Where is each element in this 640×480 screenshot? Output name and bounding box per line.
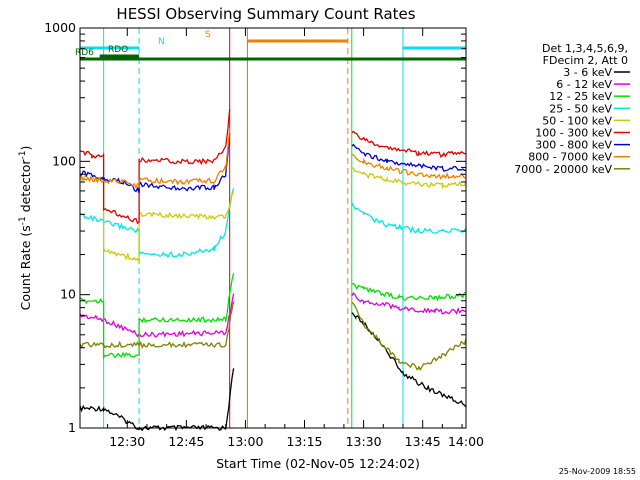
x-tick-label-0: 12:30 bbox=[109, 434, 145, 449]
series-line-5-0 bbox=[79, 109, 231, 225]
series-line-6-0 bbox=[79, 132, 231, 194]
legend-label-4: 50 - 100 keV bbox=[542, 114, 612, 127]
x-axis-label: Start Time (02-Nov-05 12:24:02) bbox=[216, 456, 420, 471]
legend-label-7: 800 - 7000 keV bbox=[528, 151, 612, 164]
y-axis-label: Count Rate (s-1 detector-1) bbox=[18, 146, 33, 311]
series-line-2-0 bbox=[79, 272, 235, 360]
legend-label-2: 12 - 25 keV bbox=[549, 90, 612, 103]
x-tick-label-4: 13:30 bbox=[346, 434, 382, 449]
x-tick-label-2: 13:00 bbox=[227, 434, 263, 449]
series-line-3-0 bbox=[79, 188, 235, 259]
flag-label-rdo: RDO bbox=[108, 45, 128, 55]
axis-ticks: 12:30 12:45 13:00 13:15 13:30 13:45 14:00 1 10 10… bbox=[44, 20, 484, 449]
series-line-4-1 bbox=[351, 166, 467, 190]
legend-label-0: 3 - 6 keV bbox=[563, 66, 612, 79]
series-line-0-1 bbox=[351, 312, 467, 408]
legend: Det 1,3,4,5,6,9, FDecim 2, Att 0 3 - 6 k… bbox=[514, 42, 630, 176]
flag-label-n: N bbox=[158, 37, 165, 47]
y-tick-label-1: 10 bbox=[60, 287, 76, 302]
y-tick-label-2: 100 bbox=[52, 153, 76, 168]
x-tick-label-1: 12:45 bbox=[168, 434, 204, 449]
series-line-1-1 bbox=[351, 291, 467, 315]
series-line-8-0 bbox=[79, 301, 235, 350]
legend-label-6: 300 - 800 keV bbox=[535, 139, 612, 152]
series-line-0-0 bbox=[79, 368, 235, 432]
series-line-1-0 bbox=[79, 293, 235, 338]
x-tick-label-6: 14:00 bbox=[448, 434, 484, 449]
y-tick-label-0: 1 bbox=[68, 420, 76, 435]
y-tick-label-3: 1000 bbox=[44, 20, 76, 35]
legend-header-line-1: Det 1,3,4,5,6,9, bbox=[542, 42, 628, 55]
axes-frame bbox=[79, 27, 467, 429]
plot-area: N S RDO RD6 bbox=[75, 28, 467, 432]
flag-label-rd6: RD6 bbox=[75, 48, 94, 58]
flag-label-s: S bbox=[205, 30, 211, 40]
legend-label-5: 100 - 300 keV bbox=[535, 127, 612, 140]
x-tick-label-5: 13:45 bbox=[405, 434, 441, 449]
series-line-7-0 bbox=[79, 128, 231, 190]
series-line-5-1 bbox=[351, 130, 467, 159]
legend-header-line-2: FDecim 2, Att 0 bbox=[543, 54, 628, 67]
x-tick-label-3: 13:15 bbox=[286, 434, 322, 449]
legend-label-8: 7000 - 20000 keV bbox=[514, 163, 612, 176]
series-line-8-1 bbox=[351, 301, 467, 372]
chart-title: HESSI Observing Summary Count Rates bbox=[116, 5, 415, 23]
series-line-2-1 bbox=[351, 282, 467, 302]
series-line-4-0 bbox=[79, 175, 235, 263]
series-line-6-1 bbox=[351, 143, 467, 172]
series-line-3-1 bbox=[351, 202, 467, 234]
timestamp: 25-Nov-2009 18:55 bbox=[559, 467, 636, 476]
legend-label-3: 25 - 50 keV bbox=[549, 102, 612, 115]
series-line-7-1 bbox=[351, 153, 467, 181]
legend-label-1: 6 - 12 keV bbox=[556, 78, 612, 91]
